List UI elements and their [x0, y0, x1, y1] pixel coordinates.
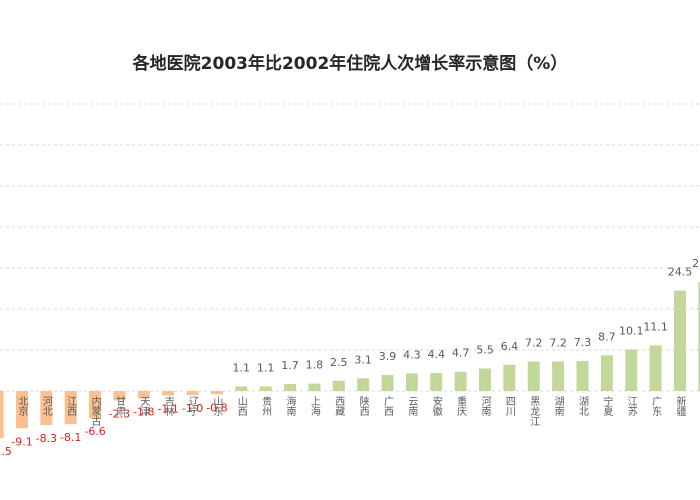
value-label: 7.2	[549, 336, 567, 349]
value-label: -1.8	[133, 405, 154, 418]
bar	[162, 391, 175, 396]
x-tick-label: 河南	[479, 396, 491, 416]
bar	[673, 290, 686, 391]
bar	[698, 281, 700, 391]
bar	[15, 391, 28, 429]
bar	[332, 380, 345, 391]
bar	[649, 345, 662, 391]
x-tick-label: 湖南	[552, 396, 564, 416]
bar	[552, 361, 565, 391]
bar	[235, 386, 248, 391]
x-tick-label: 江苏	[625, 396, 637, 417]
value-label: -9.1	[11, 435, 32, 448]
bar	[284, 384, 297, 391]
value-label: -8.3	[36, 432, 57, 445]
value-label: 6.4	[501, 340, 519, 353]
bar	[381, 375, 394, 391]
value-label: -6.6	[84, 425, 105, 438]
bar	[0, 391, 4, 439]
value-label: 24.5	[668, 266, 693, 279]
value-label: -1.0	[182, 402, 203, 415]
value-label: -8.1	[60, 431, 81, 444]
bar	[430, 372, 443, 391]
value-label: -2.3	[109, 407, 130, 420]
x-tick-label: 海南	[284, 395, 296, 416]
value-label: 5.5	[476, 343, 494, 356]
bar	[527, 361, 540, 391]
x-tick-label: 安徽	[430, 395, 442, 417]
x-tick-label: 吉林	[162, 396, 174, 417]
bar	[89, 391, 102, 419]
bar	[259, 386, 272, 391]
value-label: 11.1	[643, 320, 668, 333]
bar	[113, 391, 126, 401]
value-label: 10.1	[619, 325, 644, 338]
bar	[40, 391, 53, 426]
bar	[600, 355, 613, 391]
value-label: 3.1	[354, 353, 372, 366]
bar	[625, 349, 638, 391]
x-tick-label: 湖北	[576, 396, 588, 416]
x-tick-label: 山西	[235, 396, 247, 416]
bar	[137, 391, 150, 399]
x-tick-label: 广西	[382, 396, 394, 416]
value-label: -1.1	[157, 403, 178, 416]
x-tick-label: 贵州	[260, 395, 272, 416]
bar	[186, 391, 199, 396]
chart-title: 各地医院2003年比2002年住院人次增长率示意图（%）	[132, 53, 568, 74]
bar	[357, 378, 370, 391]
x-tick-label: 北京	[16, 396, 28, 417]
value-label: 2.5	[330, 356, 348, 369]
x-tick-label: 天津	[138, 396, 150, 417]
value-label: 8.7	[598, 330, 616, 343]
x-tick-label: 广东	[650, 396, 662, 416]
x-tick-label: 江西	[65, 396, 77, 416]
x-tick-label: 宁夏	[601, 395, 613, 416]
x-tick-label: 内蒙古	[89, 395, 101, 427]
value-label: 1.7	[281, 359, 299, 372]
value-label: 7.2	[525, 336, 543, 349]
x-tick-label: 黑龙江	[528, 396, 540, 426]
bar	[210, 391, 223, 395]
value-label: -0.8	[206, 401, 227, 414]
x-tick-label: 山东	[211, 396, 223, 416]
x-tick-label: 河北	[40, 396, 52, 416]
x-tick-label: 西藏	[333, 396, 345, 417]
x-tick-label: 新疆	[674, 395, 686, 417]
bar	[479, 368, 491, 391]
bar	[503, 364, 516, 391]
bar	[64, 391, 77, 425]
value-label: 4.7	[452, 347, 470, 360]
value-label: -11.5	[0, 445, 12, 458]
x-tick-label: 甘肃	[113, 395, 125, 417]
value-label: 3.9	[379, 350, 397, 363]
x-tick-label: 云南	[406, 396, 418, 416]
x-tick-label: 上海	[308, 396, 320, 417]
x-tick-label: 重庆	[455, 395, 467, 417]
value-label: 1.1	[233, 361, 251, 374]
value-label: 7.3	[574, 336, 592, 349]
value-label: 4.3	[403, 348, 421, 361]
value-label: 1.1	[257, 361, 275, 374]
x-tick-label: 陕西	[357, 395, 369, 416]
bar	[454, 371, 467, 391]
bar	[308, 383, 321, 391]
value-label: 1.8	[306, 359, 324, 372]
bar	[576, 361, 589, 391]
x-tick-label: 辽宁	[187, 396, 199, 416]
value-label: 26.6	[692, 257, 700, 270]
value-label: 4.4	[428, 348, 446, 361]
bar	[405, 373, 418, 391]
x-tick-label: 四川	[503, 396, 515, 416]
